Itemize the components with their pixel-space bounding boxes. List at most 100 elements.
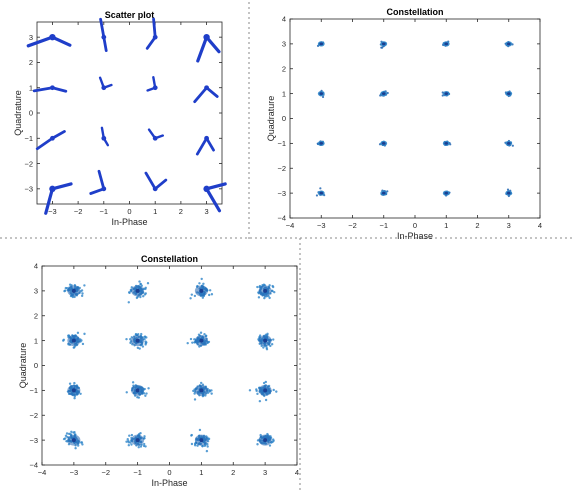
sample-dot bbox=[269, 344, 272, 348]
sample-dot bbox=[131, 381, 135, 384]
scatter-center bbox=[152, 135, 158, 141]
sample-dot bbox=[202, 282, 205, 285]
sample-dot bbox=[136, 346, 140, 350]
sample-dot bbox=[441, 94, 444, 97]
x-tick-label: −1 bbox=[133, 468, 142, 477]
sample-dot bbox=[137, 332, 140, 336]
sample-dot bbox=[268, 444, 272, 447]
sample-dot bbox=[68, 382, 72, 385]
axes-frame bbox=[289, 18, 541, 219]
sample-dot bbox=[265, 346, 268, 350]
sample-dot bbox=[319, 187, 322, 190]
cluster-center bbox=[506, 141, 511, 145]
sample-dot bbox=[193, 444, 197, 447]
constellation-point bbox=[442, 140, 452, 146]
cluster-center bbox=[381, 191, 386, 195]
cluster-center bbox=[319, 42, 324, 46]
sample-dot bbox=[506, 188, 510, 191]
sample-dot bbox=[81, 443, 84, 446]
cluster-center bbox=[135, 288, 140, 293]
sample-dot bbox=[140, 332, 143, 336]
sample-dot bbox=[70, 430, 73, 434]
sample-dot bbox=[83, 284, 86, 287]
sample-dot bbox=[208, 289, 212, 292]
cluster-center bbox=[263, 438, 268, 443]
sample-dot bbox=[203, 333, 206, 336]
constellation-point bbox=[442, 190, 451, 197]
sample-dot bbox=[80, 441, 84, 444]
y-tick-label: 2 bbox=[29, 58, 33, 67]
constellation-point bbox=[189, 277, 214, 300]
constellation-point bbox=[504, 139, 514, 147]
sample-dot bbox=[190, 442, 194, 446]
sample-dot bbox=[189, 337, 193, 341]
y-tick-label: 2 bbox=[282, 64, 286, 73]
constellation-point bbox=[316, 41, 325, 47]
sample-dot bbox=[201, 296, 205, 299]
scatter-streak bbox=[97, 169, 106, 191]
chart-title: Constellation bbox=[386, 7, 443, 17]
sample-dot bbox=[139, 283, 142, 286]
y-tick-label: −1 bbox=[24, 134, 33, 143]
constellation-point bbox=[379, 40, 388, 49]
y-tick-label: 1 bbox=[34, 336, 38, 345]
sample-dot bbox=[190, 433, 193, 437]
scatter-center bbox=[49, 33, 56, 41]
sample-dot bbox=[62, 338, 66, 341]
y-axis-label: Quadrature bbox=[13, 90, 23, 136]
constellation-point bbox=[442, 40, 450, 47]
x-tick-label: 4 bbox=[295, 468, 299, 477]
sample-dot bbox=[205, 449, 209, 453]
y-tick-label: 3 bbox=[34, 287, 38, 296]
x-tick-label: −1 bbox=[100, 207, 109, 216]
constellation-point bbox=[35, 130, 66, 151]
sample-dot bbox=[198, 282, 201, 285]
cluster-center bbox=[199, 438, 204, 443]
sample-dot bbox=[321, 95, 325, 99]
x-tick-label: 0 bbox=[413, 221, 417, 230]
sample-dot bbox=[264, 398, 268, 402]
sample-dot bbox=[143, 293, 147, 296]
constellation-point bbox=[89, 169, 107, 195]
sample-dot bbox=[203, 444, 207, 448]
constellation-point bbox=[504, 90, 513, 98]
sample-dot bbox=[271, 289, 274, 293]
sample-dot bbox=[511, 144, 514, 147]
y-tick-label: 2 bbox=[34, 311, 38, 320]
constellation-point bbox=[26, 33, 72, 48]
constellation-point bbox=[127, 280, 150, 304]
cluster-center bbox=[506, 92, 511, 96]
sample-dot bbox=[81, 342, 85, 346]
x-tick-label: −4 bbox=[38, 468, 47, 477]
constellation-point bbox=[317, 89, 325, 99]
cluster-center bbox=[444, 92, 449, 96]
sample-dot bbox=[144, 394, 147, 397]
sample-dot bbox=[80, 294, 84, 298]
sample-dot bbox=[73, 381, 76, 385]
sample-dot bbox=[144, 340, 147, 343]
x-tick-label: −3 bbox=[48, 207, 57, 216]
constellation-point bbox=[196, 33, 221, 63]
constellation-point bbox=[147, 128, 165, 141]
sample-dot bbox=[200, 277, 203, 281]
sample-dot bbox=[257, 296, 261, 299]
y-tick-label: 0 bbox=[282, 114, 286, 123]
sample-dot bbox=[67, 334, 70, 337]
constellation-point bbox=[378, 140, 388, 147]
scatter-streak bbox=[204, 187, 222, 213]
sample-dot bbox=[139, 431, 142, 435]
sample-dot bbox=[64, 437, 67, 440]
scatter-center bbox=[204, 135, 209, 141]
scatter-streak bbox=[50, 182, 73, 191]
scatter-plot-panel: −3 −2 −1 0 1 2 3 −3 −2 −1 0 1 2 3 Scatter plot In-Phase… bbox=[13, 10, 227, 227]
x-axis-label: In-Phase bbox=[397, 231, 433, 241]
cluster-center bbox=[381, 141, 386, 145]
sample-dot bbox=[127, 301, 130, 304]
constellation-point bbox=[145, 17, 158, 50]
sample-dot bbox=[210, 293, 214, 296]
x-tick-label: −1 bbox=[379, 221, 388, 230]
constellation-point bbox=[63, 283, 86, 299]
sample-dot bbox=[63, 289, 66, 293]
sample-dot bbox=[81, 292, 84, 295]
cluster-center bbox=[71, 388, 76, 393]
